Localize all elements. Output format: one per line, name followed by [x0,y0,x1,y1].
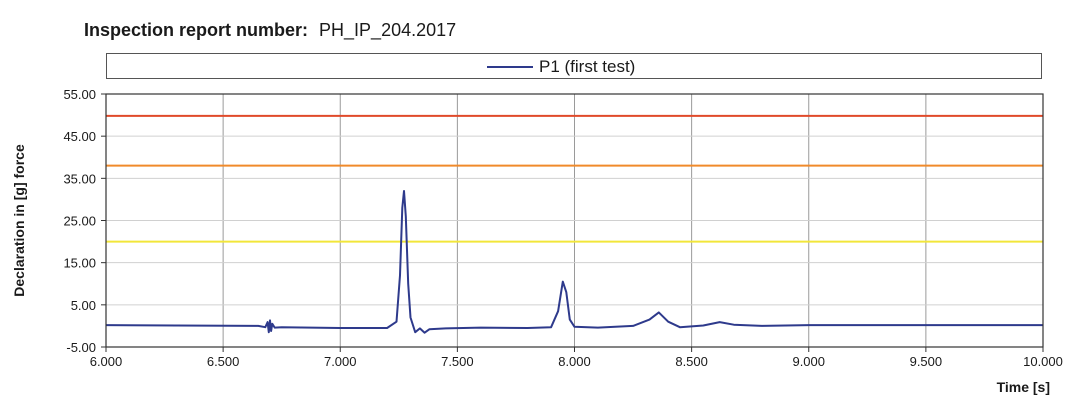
report-number: PH_IP_204.2017 [319,20,457,40]
x-tick-label: 7.000 [324,354,357,369]
x-tick-label: 8.000 [558,354,591,369]
x-tick-label: 7.500 [441,354,474,369]
report-label: Inspection report number: [84,20,309,40]
series-layer [105,190,1043,334]
legend-item-p1: P1 (first test) [487,55,635,79]
report-title: Inspection report number: PH_IP_204.2017 [84,20,456,41]
x-tick-label: 9.000 [792,354,825,369]
x-axis-title: Time [s] [997,379,1050,395]
y-tick-label: 55.00 [63,87,96,102]
y-tick-label: 25.00 [63,214,96,229]
x-tick-label: 10.000 [1023,354,1063,369]
grid-layer [106,93,1043,348]
x-tick-label: 8.500 [675,354,708,369]
legend-label-p1: P1 (first test) [539,57,636,76]
series-line-p1 [105,190,1043,334]
y-tick-label: 35.00 [63,171,96,186]
y-tick-label: -5.00 [66,340,96,355]
x-tick-label: 6.500 [207,354,240,369]
x-tick-label: 9.500 [910,354,943,369]
chart-legend: P1 (first test) [106,53,1042,79]
tick-labels: 6.000 6.500 7.000 7.500 8.000 8.500 9.000 9.500… [63,87,1062,369]
y-axis-title: Declaration in [g] force [11,144,27,297]
y-tick-label: 5.00 [71,298,96,313]
reference-lines [106,114,1043,243]
y-tick-label: 15.00 [63,256,96,271]
y-tick-label: 45.00 [63,129,96,144]
legend-swatch-p1 [487,66,533,68]
x-tick-label: 6.000 [90,354,123,369]
